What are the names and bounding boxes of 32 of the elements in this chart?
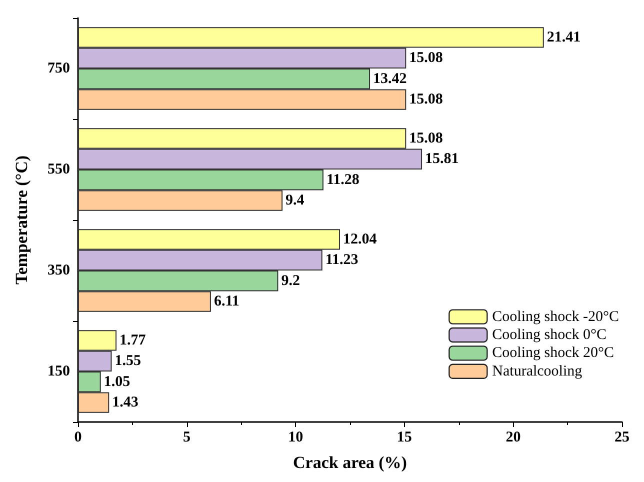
x-tick-label: 25 — [614, 430, 630, 446]
x-tick-label: 5 — [183, 430, 191, 446]
y-tick-label: 350 — [48, 262, 70, 278]
data-label: 15.08 — [409, 130, 443, 146]
y-axis-title: Temperature (°C) — [12, 155, 31, 285]
y-tick-label: 750 — [48, 60, 70, 76]
data-label: 15.08 — [409, 50, 443, 66]
data-label: 15.08 — [409, 92, 443, 108]
data-label: 9.4 — [286, 192, 305, 209]
data-label: 15.81 — [425, 151, 459, 168]
data-label: 1.55 — [114, 353, 141, 370]
x-tick-label: 0 — [74, 430, 82, 446]
data-label: 1.77 — [120, 332, 146, 348]
data-label: 11.23 — [325, 252, 358, 268]
data-label: 9.2 — [281, 272, 300, 289]
data-label: 1.43 — [112, 394, 138, 411]
data-label: 21.41 — [546, 29, 581, 46]
x-tick-label: 20 — [506, 430, 521, 446]
y-tick-label: 550 — [48, 162, 70, 178]
data-label: 11.28 — [326, 172, 360, 188]
x-tick-label: 10 — [288, 430, 304, 446]
data-label: 13.42 — [373, 70, 407, 87]
x-axis-title: Crack area (%) — [293, 453, 407, 472]
x-tick-label: 15 — [396, 430, 412, 446]
y-tick-label: 150 — [48, 364, 70, 380]
data-label: 12.04 — [342, 231, 378, 248]
data-label: 6.11 — [214, 294, 240, 310]
legend-label: Cooling shock -20°C — [492, 308, 620, 325]
legend-label: Naturalcooling — [492, 363, 583, 380]
legend-label: Cooling shock 20°C — [492, 345, 614, 362]
legend-label: Cooling shock 0°C — [492, 327, 607, 343]
data-label: 1.05 — [104, 374, 130, 390]
